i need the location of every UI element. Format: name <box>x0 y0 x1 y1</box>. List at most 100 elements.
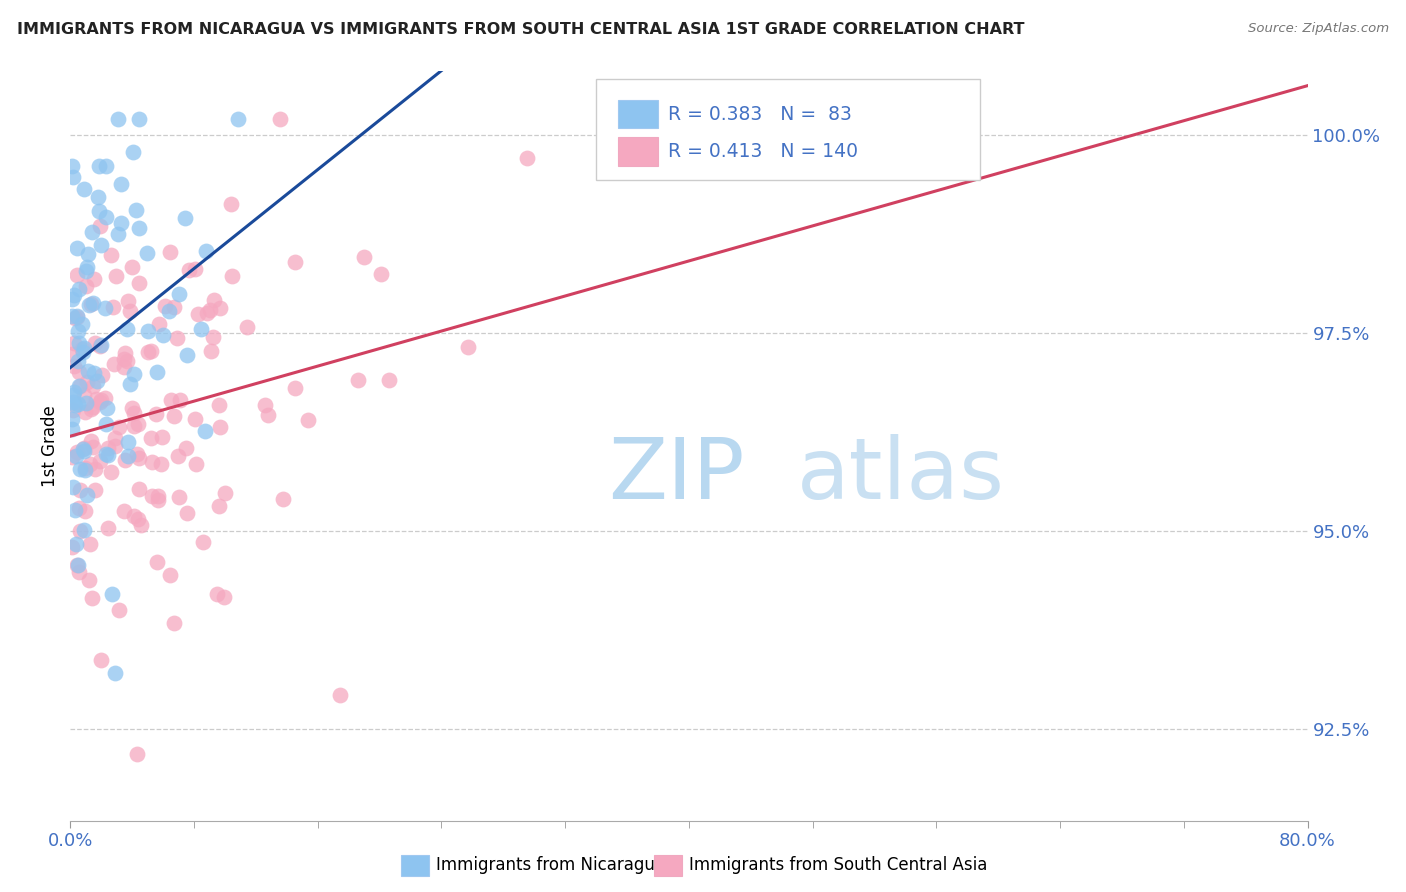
Point <box>253 398 276 412</box>
Point <box>104 439 127 453</box>
Point <box>87 159 110 173</box>
Point <box>284 381 307 395</box>
Point <box>90 237 112 252</box>
Point <box>89 338 111 352</box>
Point <box>83 462 105 476</box>
Point <box>67 397 90 411</box>
Point <box>370 267 392 281</box>
Point <box>219 197 242 211</box>
Text: R = 0.413   N = 140: R = 0.413 N = 140 <box>668 142 858 161</box>
Point <box>101 587 124 601</box>
Point <box>89 219 111 233</box>
Point <box>63 502 86 516</box>
Point <box>67 378 90 392</box>
Point <box>103 358 125 372</box>
Point <box>76 260 98 274</box>
Point <box>73 463 96 477</box>
Point <box>162 615 184 630</box>
Point <box>169 393 191 408</box>
Point <box>75 264 97 278</box>
Point <box>66 324 89 338</box>
Point <box>110 216 132 230</box>
Point <box>127 512 149 526</box>
Point <box>117 294 139 309</box>
Point <box>112 359 135 374</box>
Point <box>146 489 169 503</box>
Point <box>197 306 219 320</box>
Point <box>166 331 188 345</box>
Point <box>67 500 90 515</box>
Point <box>82 378 104 392</box>
Point <box>67 365 90 379</box>
Point <box>107 227 129 241</box>
Point <box>79 298 101 312</box>
Point <box>347 373 370 387</box>
Point <box>200 344 222 359</box>
Point <box>73 443 96 458</box>
Point <box>79 574 101 588</box>
Y-axis label: 1st Grade: 1st Grade <box>41 405 59 487</box>
Point <box>104 432 127 446</box>
Point <box>329 688 352 702</box>
Point <box>187 307 209 321</box>
Point <box>72 345 94 359</box>
Point <box>63 359 86 373</box>
Point <box>100 465 122 479</box>
Point <box>79 296 101 310</box>
Point <box>193 534 215 549</box>
Point <box>214 486 236 500</box>
Point <box>72 442 94 457</box>
Point <box>167 286 190 301</box>
Point <box>136 324 159 338</box>
Point <box>96 401 118 415</box>
Point <box>150 429 173 443</box>
Point <box>83 272 105 286</box>
Point <box>148 493 170 508</box>
Point <box>75 461 97 475</box>
Point <box>60 292 83 306</box>
Point <box>66 310 89 325</box>
Point <box>122 419 145 434</box>
Point <box>73 441 96 455</box>
Point <box>516 151 538 165</box>
Point <box>208 499 231 513</box>
Point <box>107 602 129 616</box>
Point <box>94 301 117 315</box>
Point <box>202 293 225 307</box>
Point <box>121 260 143 275</box>
Point <box>127 447 149 461</box>
Point <box>107 420 129 434</box>
Point <box>101 300 124 314</box>
Point <box>62 388 84 402</box>
Point <box>104 269 127 284</box>
Point <box>110 177 132 191</box>
Point <box>146 364 169 378</box>
Point <box>208 398 231 412</box>
Point <box>139 431 162 445</box>
Point <box>208 301 231 315</box>
Point <box>146 555 169 569</box>
Point <box>75 396 97 410</box>
Point <box>70 317 93 331</box>
Point <box>62 403 84 417</box>
Point <box>128 112 150 126</box>
Point <box>76 488 98 502</box>
Point <box>79 434 101 448</box>
Point <box>127 417 149 432</box>
Point <box>69 483 91 497</box>
Point <box>194 244 217 259</box>
Point <box>128 276 150 290</box>
Point <box>73 182 96 196</box>
Point <box>97 521 120 535</box>
Point <box>66 268 89 283</box>
Point <box>90 653 112 667</box>
Point <box>79 401 101 416</box>
Point <box>125 747 148 761</box>
Point <box>86 392 108 406</box>
Point <box>121 401 143 416</box>
Point <box>159 568 181 582</box>
Point <box>117 449 139 463</box>
Point <box>97 449 120 463</box>
Point <box>120 304 142 318</box>
Point <box>84 336 107 351</box>
